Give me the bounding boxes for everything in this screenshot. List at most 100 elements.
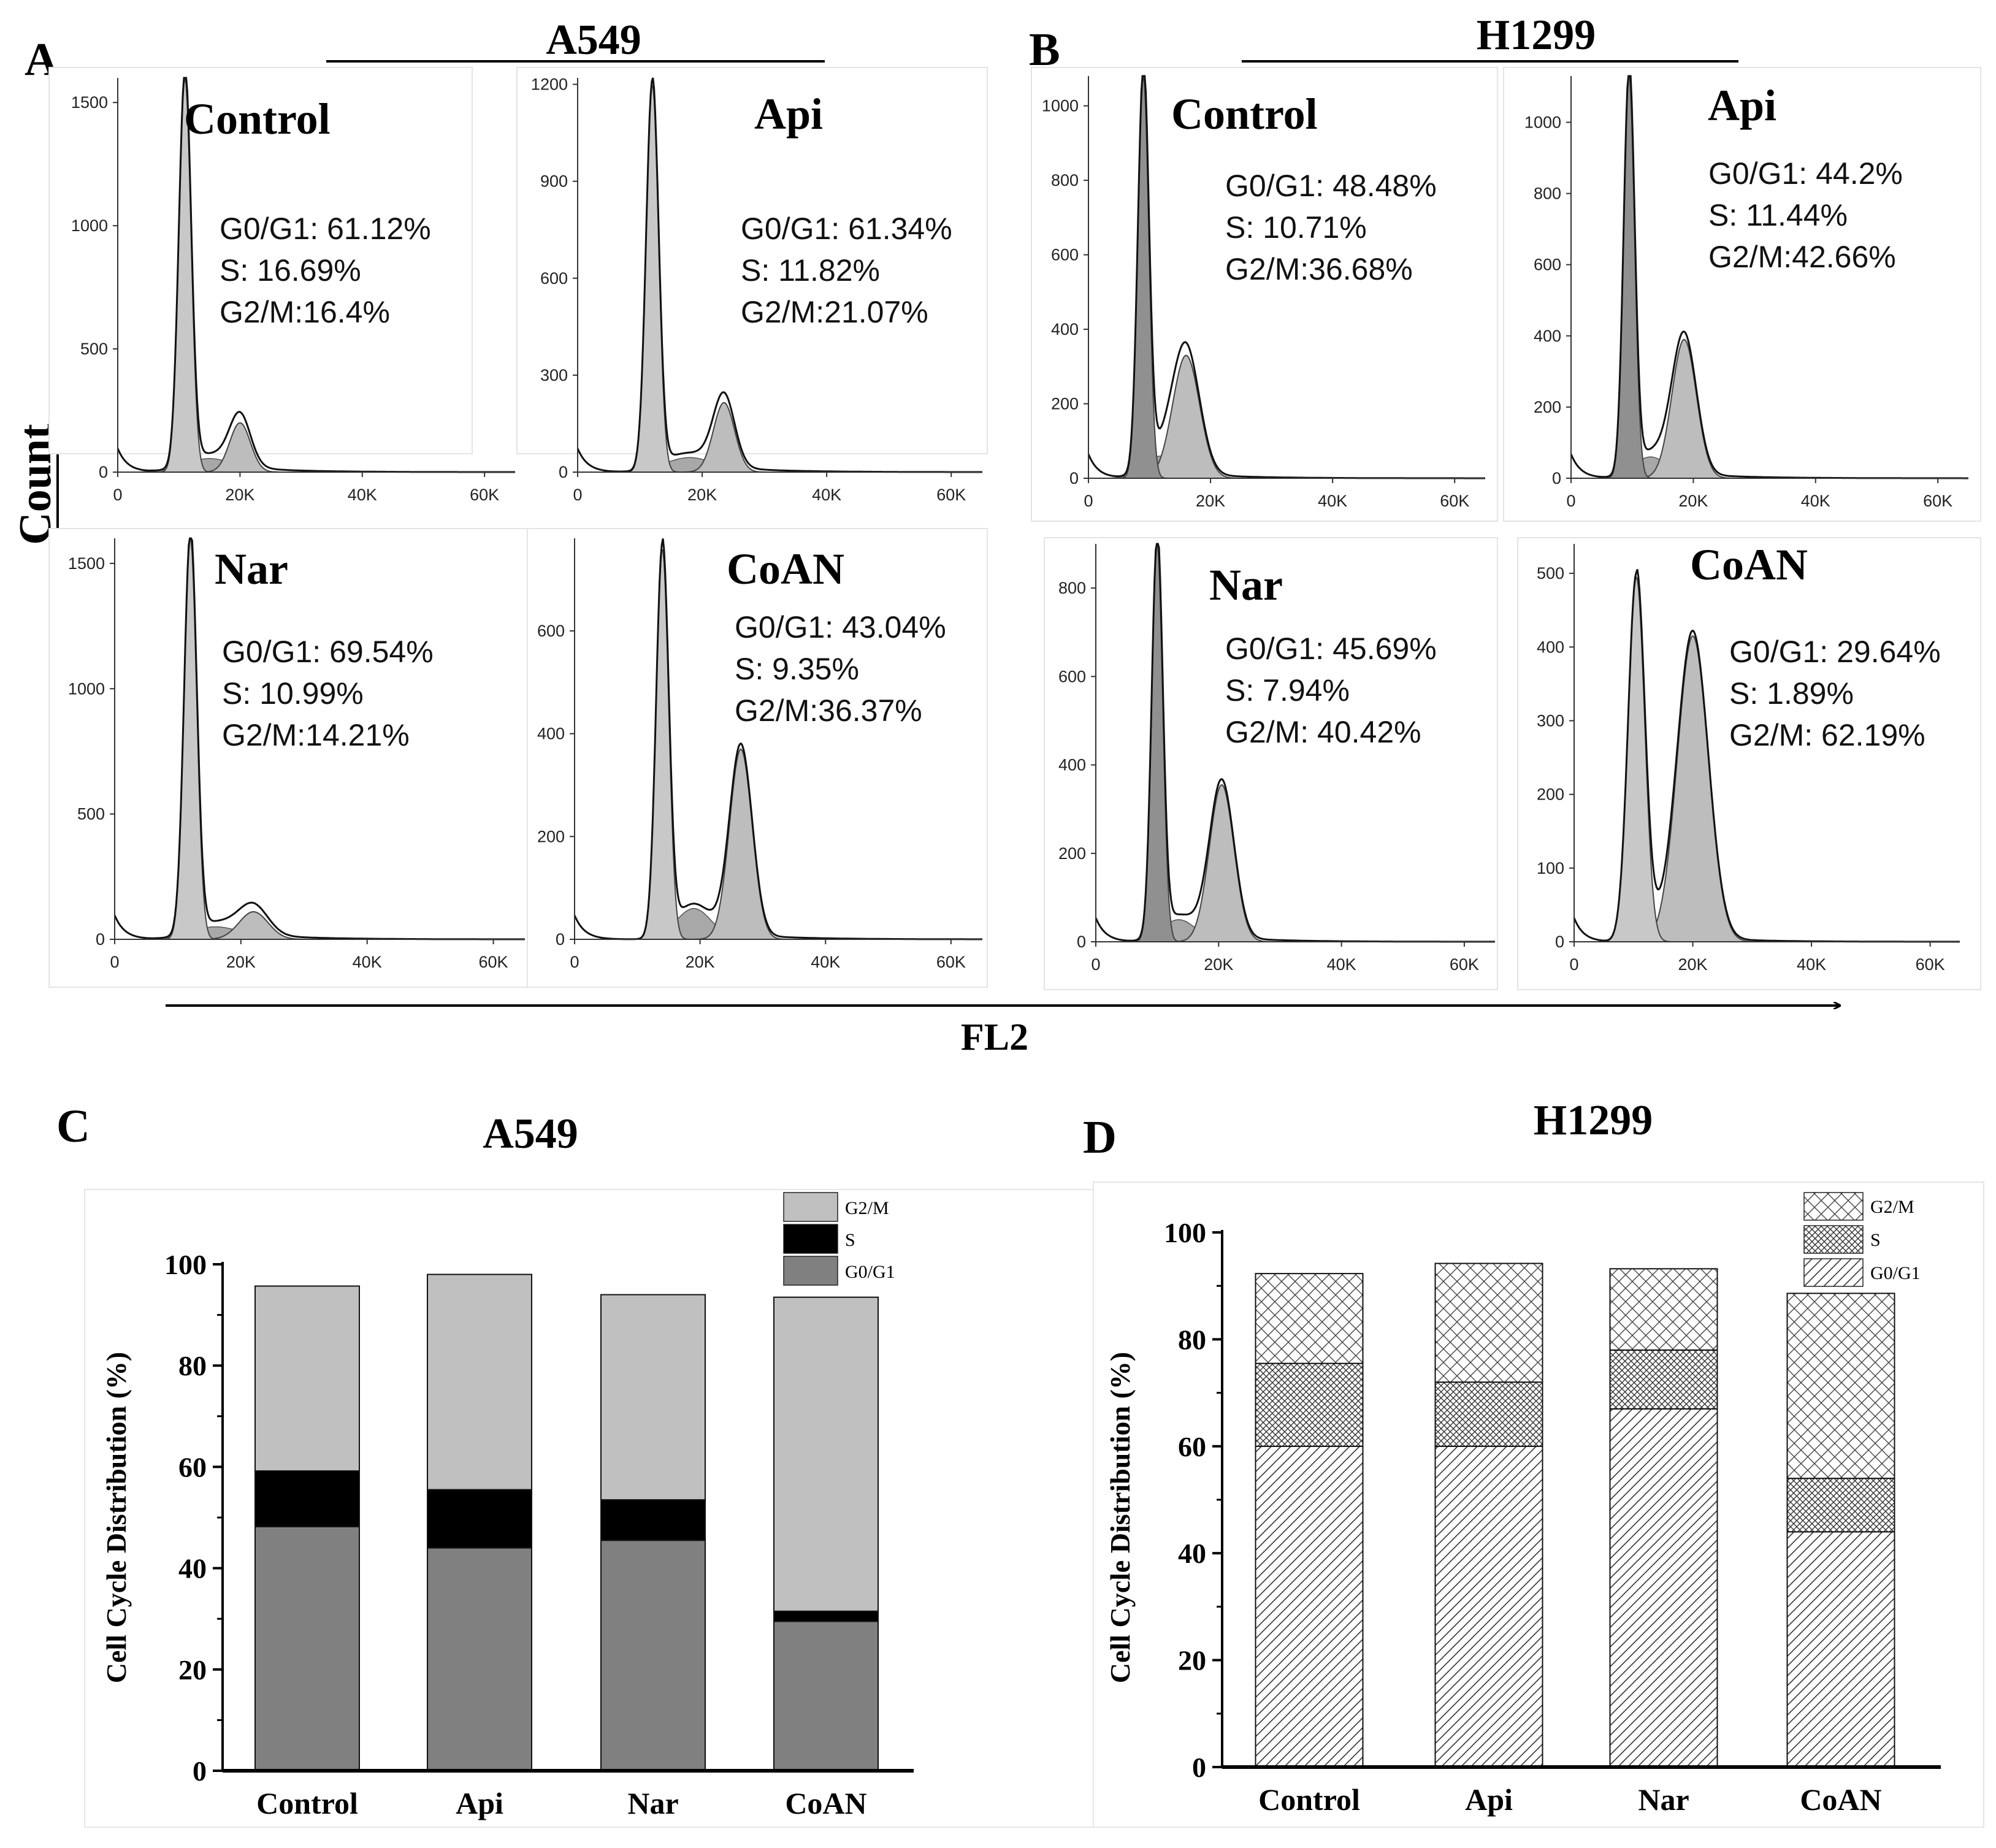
x-tick-label: 60K	[936, 486, 966, 504]
phase-percentage: G0/G1: 61.12%	[220, 212, 431, 246]
histogram-title: CoAN	[727, 544, 844, 594]
x-tick-label: 20K	[225, 486, 254, 504]
y-tick-label: 400	[1058, 756, 1086, 774]
bar-nar-g2-m	[600, 1294, 706, 1501]
y-tick-label: 600	[540, 269, 568, 288]
y-tick-label: 20	[1178, 1645, 1206, 1676]
x-tick-label: 0	[1566, 492, 1575, 510]
x-tick-label: 40K	[811, 953, 840, 971]
histogram-frame	[1044, 537, 1498, 990]
histogram-title: Nar	[1209, 560, 1283, 609]
y-tick-label: 1500	[71, 93, 108, 112]
header-a549: A549	[546, 17, 641, 64]
histogram-title: CoAN	[1690, 540, 1808, 589]
phase-percentage: G2/M: 62.19%	[1729, 718, 1925, 752]
phase-percentage: S: 11.82%	[741, 253, 880, 288]
x-category-label: CoAN	[1800, 1782, 1881, 1817]
panel-label-d: D	[1083, 1112, 1117, 1163]
x-tick-label: 20K	[687, 486, 717, 504]
x-category-label: Nar	[627, 1786, 678, 1820]
histogram-frame	[516, 67, 988, 454]
phase-percentage: G2/M:42.66%	[1708, 240, 1896, 274]
x-tick-label: 60K	[1916, 955, 1945, 974]
x-tick-label: 20K	[686, 953, 715, 971]
y-tick-label: 500	[77, 805, 105, 823]
y-tick-label: 800	[1051, 171, 1079, 189]
phase-percentage: S: 9.35%	[735, 652, 859, 686]
y-tick-label: 600	[1058, 667, 1086, 685]
histogram-title: Nar	[215, 544, 288, 594]
histogram-frame	[48, 528, 528, 988]
y-tick-label: 400	[537, 725, 565, 743]
histogram-frame	[1503, 67, 1981, 522]
x-tick-label: 0	[570, 953, 579, 971]
x-tick-label: 40K	[1318, 492, 1347, 510]
histogram-h1299-nar: 0 20K 40K 60K 0 200 400 600 800 Nar G0/G1: 45.69% S…	[1044, 537, 1498, 990]
y-tick-label: 800	[1534, 185, 1561, 203]
bar-nar-g2-m	[1609, 1268, 1718, 1351]
y-tick-label: 500	[1537, 564, 1564, 582]
bar-api-g2-m	[1434, 1262, 1543, 1383]
x-tick-label: 20K	[1678, 492, 1708, 510]
y-tick-label: 100	[1164, 1217, 1206, 1248]
phase-percentage: G0/G1: 61.34%	[741, 212, 952, 246]
x-category-label: Control	[256, 1786, 358, 1820]
y-tick-label: 40	[1178, 1538, 1206, 1569]
y-tick-label: 80	[178, 1350, 207, 1381]
x-tick-label: 20K	[1678, 955, 1708, 974]
y-tick-label: 1000	[1524, 113, 1561, 131]
y-tick-label: 60	[1178, 1431, 1206, 1462]
legend-swatch-g0-g1	[783, 1256, 838, 1286]
y-tick-label: 60	[178, 1451, 207, 1483]
y-tick-label: 200	[1534, 398, 1561, 416]
header-h1299: H1299	[1477, 12, 1596, 59]
y-tick-label: 0	[1069, 469, 1079, 487]
x-tick-label: 20K	[1204, 955, 1233, 974]
x-tick-label: 60K	[479, 953, 508, 971]
y-tick-label: 400	[1537, 638, 1564, 656]
bar-nar-s	[600, 1499, 706, 1541]
phase-percentage: G2/M:16.4%	[220, 295, 390, 329]
bar-chart-a549: A549 Control Api Nar CoAN 0 20 40 60 80 100 Cell Cy…	[84, 1110, 1327, 1828]
phase-percentage: G2/M: 40.42%	[1225, 715, 1421, 749]
bar-nar-g0-g1	[600, 1540, 706, 1771]
y-tick-label: 1000	[68, 679, 105, 698]
bar-chart-h1299: H1299 Control Api Nar CoAN 0 20 40 60 80 100 Cell C…	[1093, 1097, 1984, 1828]
bar-control-s	[254, 1470, 360, 1527]
bar-coan-s	[1786, 1478, 1895, 1533]
y-tick-label: 1200	[531, 75, 568, 94]
x-tick-label: 20K	[226, 953, 256, 971]
phase-percentage: S: 7.94%	[1225, 673, 1350, 708]
y-tick-label: 1500	[68, 554, 105, 573]
y-tick-label: 100	[1537, 859, 1564, 877]
x-tick-label: 0	[573, 486, 582, 504]
x-tick-label: 40K	[353, 953, 382, 971]
phase-percentage: G2/M:14.21%	[222, 718, 410, 752]
phase-percentage: S: 10.71%	[1225, 210, 1367, 245]
bar-nar-g0-g1	[1609, 1408, 1718, 1768]
y-tick-label: 0	[1555, 933, 1564, 951]
histogram-title: Api	[754, 90, 823, 139]
histogram-title: Control	[184, 94, 331, 143]
x-tick-label: 40K	[348, 486, 377, 504]
y-tick-label: 600	[537, 622, 565, 640]
phase-percentage: G2/M:36.68%	[1225, 252, 1413, 286]
histogram-a549-api: 0 20K 40K 60K 0 300 600 900 1200 Api G0/G1: 61.34%…	[516, 67, 988, 504]
legend-label: G2/M	[845, 1198, 889, 1218]
x-tick-label: 60K	[1440, 492, 1469, 510]
phase-percentage: G2/M:36.37%	[735, 693, 922, 728]
phase-percentage: S: 10.99%	[222, 676, 364, 711]
x-tick-label: 40K	[1797, 955, 1826, 974]
y-tick-label: 100	[164, 1249, 207, 1280]
y-axis-label: Cell Cycle Distribution (%)	[101, 1352, 132, 1683]
legend-swatch-g0-g1	[1803, 1258, 1864, 1287]
bar-api-s	[1434, 1381, 1543, 1447]
x-tick-label: 40K	[1327, 955, 1356, 974]
x-tick-label: 40K	[812, 486, 841, 504]
bar-api-g0-g1	[427, 1547, 532, 1772]
y-axis-label: Cell Cycle Distribution (%)	[1104, 1352, 1136, 1683]
x-category-label: Nar	[1638, 1782, 1689, 1817]
y-tick-label: 20	[178, 1654, 207, 1686]
x-category-label: Api	[456, 1786, 503, 1820]
x-tick-label: 60K	[936, 953, 966, 971]
